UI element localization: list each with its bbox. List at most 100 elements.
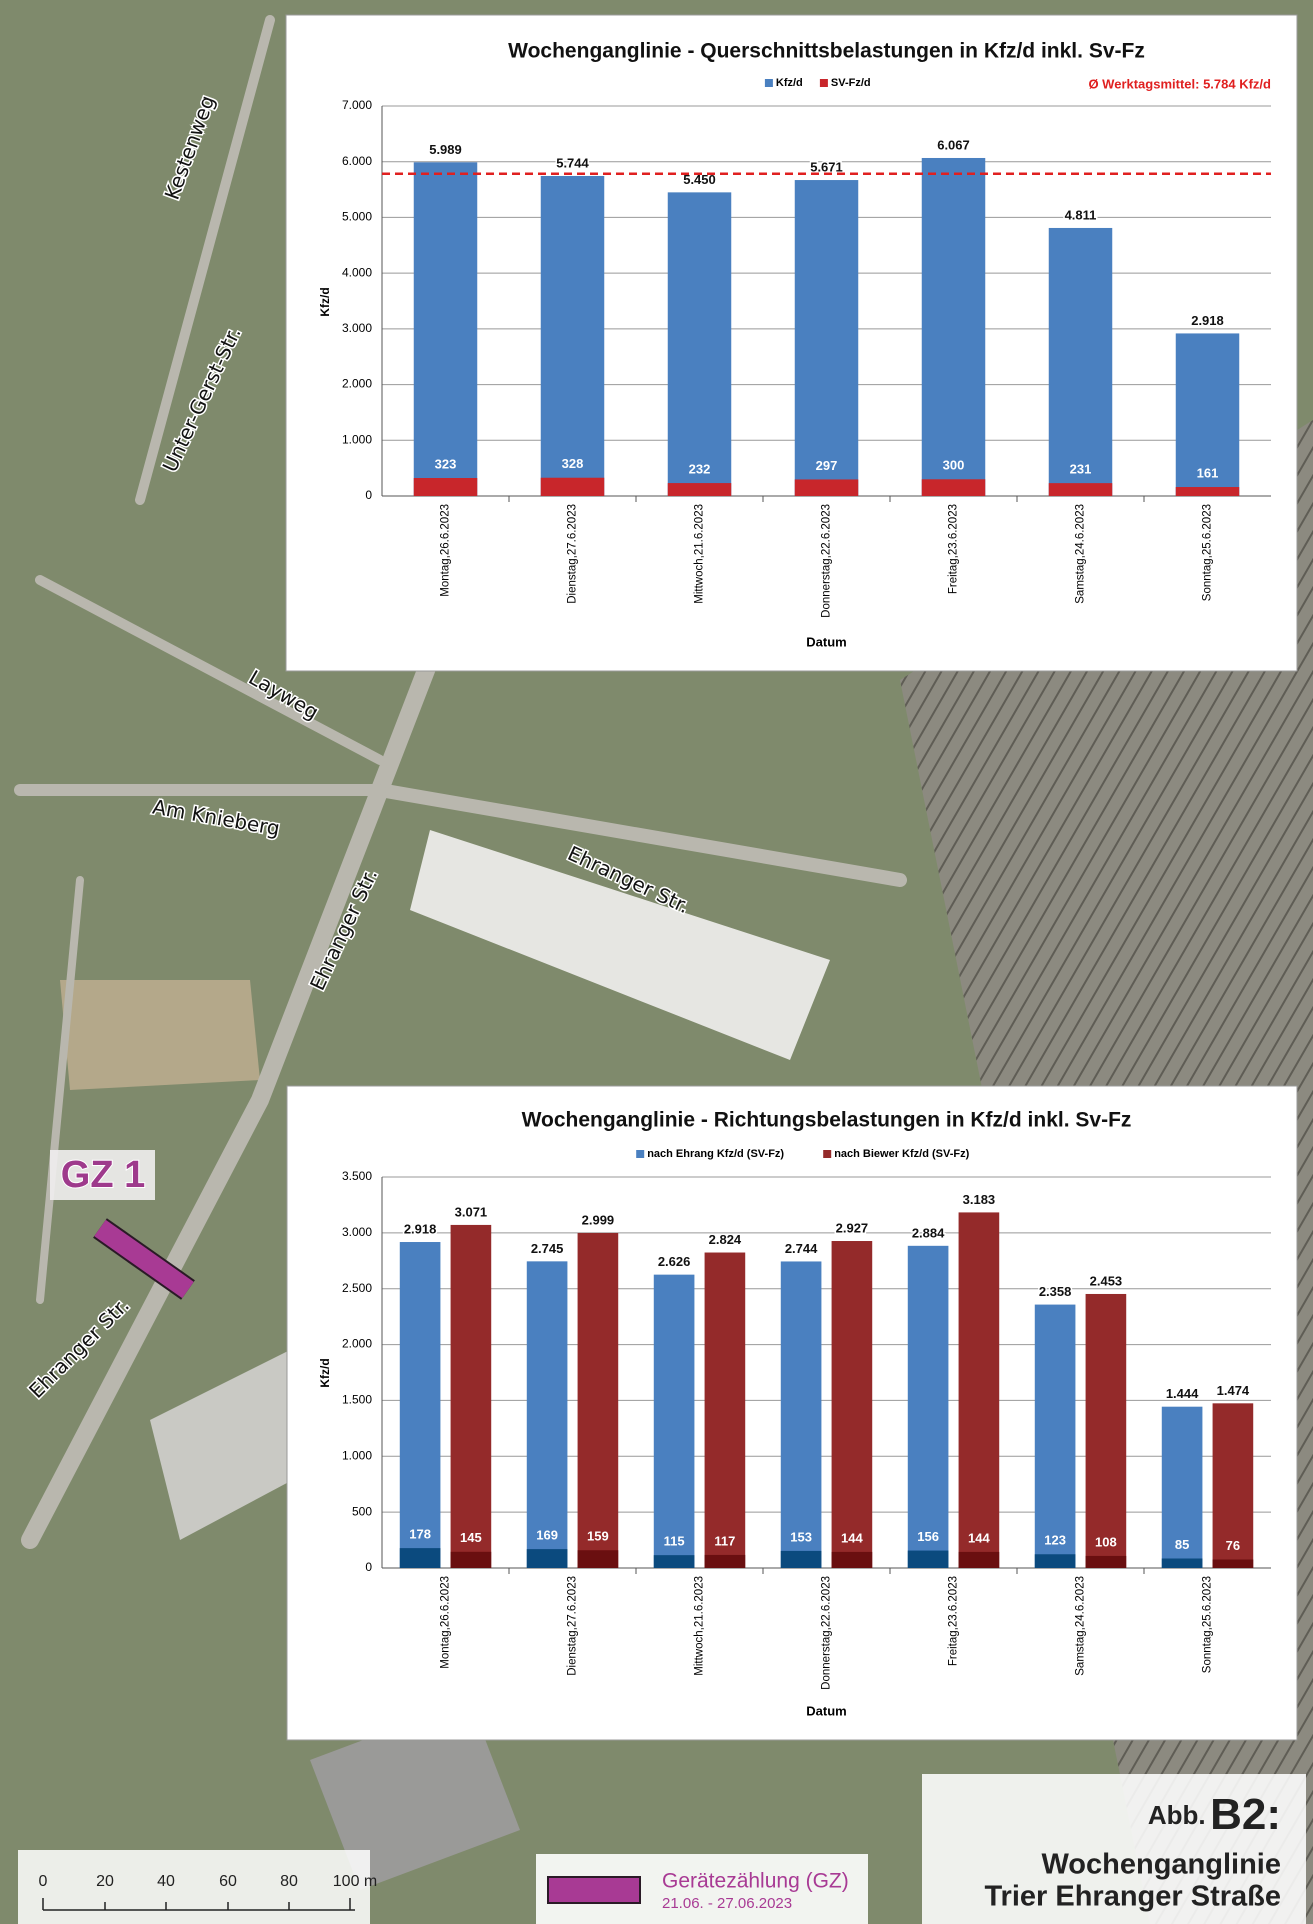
scale-label: 40: [157, 1873, 175, 1890]
reference-label: Ø Werktagsmittel: 5.784 Kfz/d: [1088, 76, 1271, 91]
value-label: 161: [1197, 465, 1219, 480]
figure-title: Trier Ehranger Straße: [984, 1881, 1281, 1913]
y-tick-label: 1.000: [342, 432, 372, 446]
field: [60, 980, 260, 1090]
y-tick-label: 4.000: [342, 265, 372, 279]
scale-box: [18, 1850, 370, 1924]
value-label: 5.989: [429, 142, 462, 157]
sv-bar: [781, 1551, 822, 1568]
sv-value-label: 76: [1226, 1538, 1240, 1553]
sv-value-label: 108: [1095, 1534, 1117, 1549]
value-label: 2.358: [1039, 1284, 1072, 1299]
bar: [400, 1242, 441, 1568]
y-tick-label: 7.000: [342, 98, 372, 112]
x-tick-label: Donnerstag,22.6.2023: [821, 504, 833, 618]
y-tick-label: 0: [365, 1560, 372, 1574]
value-label: 297: [816, 458, 838, 473]
legend-label: nach Biewer Kfz/d (SV-Fz): [834, 1148, 969, 1160]
y-tick-label: 2.000: [342, 377, 372, 391]
sv-value-label: 123: [1044, 1533, 1066, 1548]
scale-label: 0: [39, 1873, 48, 1890]
value-label: 2.744: [785, 1241, 818, 1256]
map-figure: Kestenweg Unter-Gerst-Str. Layweg Am Kni…: [0, 0, 1313, 1924]
x-tick-label: Samstag,24.6.2023: [1075, 1576, 1087, 1676]
sv-bar: [451, 1552, 492, 1568]
bar: [832, 1241, 873, 1568]
value-label: 4.811: [1065, 207, 1097, 222]
sv-value-label: 169: [536, 1528, 558, 1543]
value-label: 2.918: [404, 1221, 437, 1236]
legend-label: nach Ehrang Kfz/d (SV-Fz): [647, 1148, 784, 1160]
y-tick-label: 6.000: [342, 154, 372, 168]
x-tick-label: Dienstag,27.6.2023: [567, 504, 579, 604]
value-label: 2.918: [1191, 313, 1224, 328]
value-label: 2.999: [582, 1212, 615, 1227]
sv-value-label: 85: [1175, 1537, 1189, 1552]
sv-bar: [527, 1549, 568, 1568]
bar: [541, 478, 605, 496]
sv-value-label: 159: [587, 1529, 609, 1544]
x-tick-label: Freitag,23.6.2023: [948, 504, 960, 594]
bar: [668, 483, 732, 496]
value-label: 3.071: [455, 1204, 488, 1219]
value-label: 6.067: [937, 137, 970, 152]
value-label: 328: [562, 456, 584, 471]
sv-bar: [1035, 1554, 1076, 1568]
y-axis-label: Kfz/d: [318, 1358, 332, 1387]
y-tick-label: 5.000: [342, 210, 372, 224]
sv-value-label: 156: [917, 1529, 939, 1544]
bar: [795, 479, 859, 496]
x-axis-label: Datum: [806, 1703, 846, 1718]
bar: [922, 479, 986, 496]
x-tick-label: Dienstag,27.6.2023: [567, 1576, 579, 1676]
value-label: 300: [943, 458, 965, 473]
legend-label: SV-Fz/d: [831, 77, 871, 89]
value-label: 5.744: [556, 155, 589, 170]
scale-label: 80: [280, 1873, 298, 1890]
y-tick-label: 2.000: [342, 1337, 372, 1351]
legend-swatch: [765, 79, 773, 87]
gz-label: GZ 1: [61, 1154, 145, 1196]
bar: [908, 1246, 949, 1568]
y-tick-label: 500: [352, 1504, 372, 1518]
chart-title: Wochenganglinie - Richtungsbelastungen i…: [522, 1109, 1132, 1132]
bar: [527, 1261, 568, 1568]
sv-bar: [908, 1551, 949, 1568]
sv-bar: [400, 1548, 441, 1568]
legend-swatch: [823, 1150, 831, 1158]
legend-swatch: [636, 1150, 644, 1158]
sv-bar: [654, 1555, 695, 1568]
value-label: 323: [435, 456, 457, 471]
scale-label: 100 m: [333, 1873, 377, 1890]
bar: [668, 192, 732, 496]
x-tick-label: Samstag,24.6.2023: [1075, 504, 1087, 604]
value-label: 232: [689, 462, 711, 477]
sv-value-label: 115: [664, 1534, 685, 1549]
value-label: 2.824: [709, 1232, 742, 1247]
legend-swatch: [548, 1877, 640, 1903]
bar: [705, 1253, 746, 1568]
y-tick-label: 1.000: [342, 1448, 372, 1462]
x-tick-label: Sonntag,25.6.2023: [1202, 1576, 1214, 1673]
sv-bar: [832, 1552, 873, 1568]
bar: [414, 478, 478, 496]
sv-value-label: 153: [790, 1529, 812, 1544]
value-label: 1.444: [1166, 1386, 1199, 1401]
sv-bar: [1086, 1556, 1127, 1568]
figure-title: Wochenganglinie: [1041, 1849, 1281, 1881]
sv-value-label: 144: [968, 1530, 990, 1545]
value-label: 5.671: [810, 159, 843, 174]
sv-value-label: 144: [841, 1530, 863, 1545]
bar: [578, 1233, 619, 1568]
bar: [1035, 1305, 1076, 1568]
bar: [1176, 487, 1240, 496]
sv-bar: [1213, 1560, 1254, 1568]
bar: [541, 176, 605, 496]
y-tick-label: 1.500: [342, 1393, 372, 1407]
y-tick-label: 3.000: [342, 321, 372, 335]
bar: [922, 158, 986, 496]
bar: [414, 162, 478, 496]
legend-label: Gerätezählung (GZ): [662, 1870, 849, 1893]
x-tick-label: Donnerstag,22.6.2023: [821, 1576, 833, 1690]
value-label: 3.183: [963, 1192, 996, 1207]
